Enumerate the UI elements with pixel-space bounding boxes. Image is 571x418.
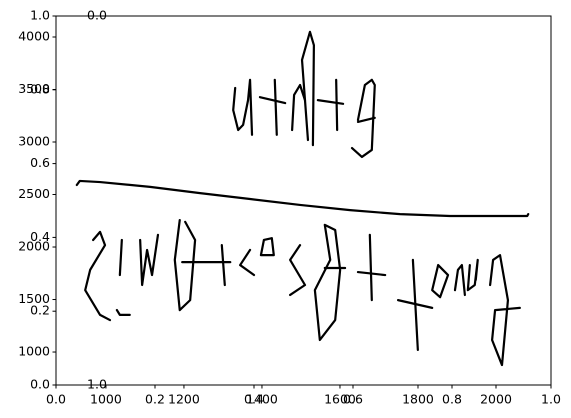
y-tick-label: 1.0	[30, 8, 50, 23]
stroke	[232, 78, 254, 136]
x-tick-label: 1000	[90, 392, 122, 407]
stroke	[453, 263, 466, 297]
stroke	[356, 270, 387, 277]
stroke	[139, 233, 160, 287]
y-tick-label: 3500	[18, 81, 50, 96]
stroke	[220, 244, 226, 287]
stroke	[396, 299, 434, 309]
x-tick-label: 2000	[480, 392, 512, 407]
y-tick-label: 1.0	[87, 377, 107, 392]
stroke	[291, 83, 310, 142]
stroke	[335, 78, 339, 132]
y-tick-label: 2500	[18, 186, 50, 201]
stroke	[356, 116, 376, 124]
stroke	[239, 248, 256, 277]
stroke	[273, 78, 278, 136]
y-tick-label: 1500	[18, 291, 50, 306]
y-tick-label: 4000	[18, 29, 50, 44]
stroke	[173, 218, 197, 312]
stroke	[431, 263, 450, 299]
y-tick-label: 0.4	[30, 229, 50, 244]
stroke	[115, 308, 131, 316]
x-tick-label: 1200	[168, 392, 200, 407]
x-tick-label: 0.6	[343, 392, 363, 407]
y-tick-label: 0.2	[30, 303, 50, 318]
stroke	[258, 96, 287, 105]
y-tick-label: 0.6	[30, 155, 50, 170]
x-tick-label: 0.0	[46, 392, 66, 407]
stroke	[84, 230, 112, 322]
y-tick-label: 3000	[18, 134, 50, 149]
y-tick-label: 0.0	[30, 377, 50, 392]
y-tick-label: 1000	[18, 344, 50, 359]
stroke	[466, 258, 479, 292]
stroke	[118, 238, 123, 277]
stroke	[368, 233, 373, 302]
x-tick-label: 0.4	[244, 392, 264, 407]
stroke	[316, 99, 345, 105]
x-tick-label: 1600	[324, 392, 356, 407]
x-tick-label: 1800	[402, 392, 434, 407]
y-tick-label: 2000	[18, 239, 50, 254]
x-tick-label: 1.0	[541, 392, 561, 407]
stroke	[350, 78, 376, 159]
y-tick-label: 0.0	[87, 8, 107, 23]
stroke	[75, 179, 530, 218]
x-tick-label: 0.2	[145, 392, 165, 407]
stroke	[259, 237, 275, 257]
x-tick-label: 1400	[246, 392, 278, 407]
x-tick-label: 0.8	[442, 392, 462, 407]
stroke	[313, 223, 342, 342]
y-tick-label: 0.8	[30, 81, 50, 96]
stroke	[300, 30, 315, 147]
stroke	[289, 244, 307, 297]
stroke	[489, 254, 521, 367]
